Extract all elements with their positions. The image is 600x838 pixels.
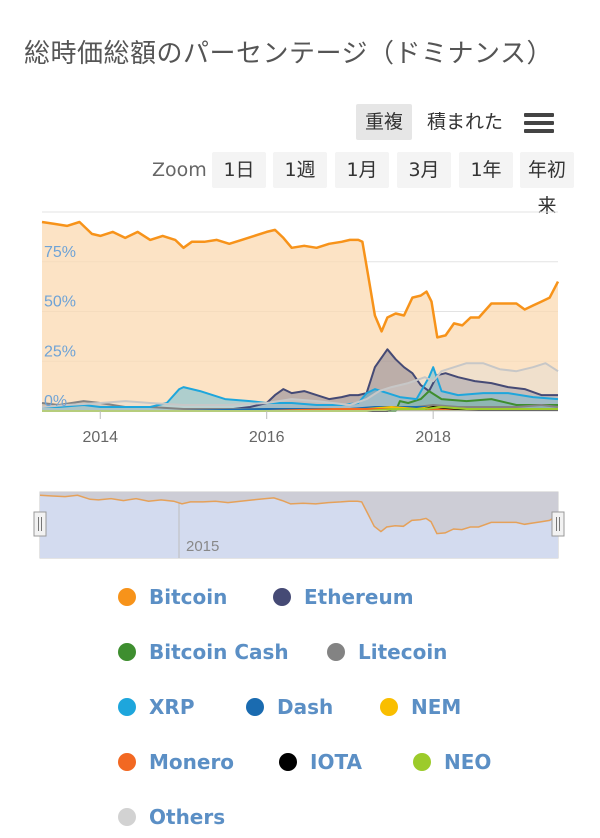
legend-label: IOTA — [310, 750, 363, 774]
legend-marker-iota — [279, 753, 297, 771]
legend-item-dash[interactable]: Dash — [246, 692, 333, 722]
y-tick-label: 75% — [44, 244, 76, 261]
zoom-1m-button[interactable]: 1月 — [335, 152, 389, 188]
legend-item-xrp[interactable]: XRP — [118, 692, 194, 722]
y-tick-label: 0% — [44, 393, 67, 410]
legend-label: XRP — [149, 695, 195, 719]
x-tick-label: 2018 — [415, 429, 451, 446]
legend-marker-litecoin — [327, 643, 345, 661]
legend-item-litecoin[interactable]: Litecoin — [327, 637, 447, 667]
x-tick-label: 2016 — [249, 429, 285, 446]
legend-label: Bitcoin — [149, 585, 228, 609]
series-area-others — [42, 363, 558, 411]
zoom-1d-button[interactable]: 1日 — [212, 152, 266, 188]
legend-item-monero[interactable]: Monero — [118, 747, 234, 777]
legend-marker-ethereum — [273, 588, 291, 606]
legend-item-iota[interactable]: IOTA — [279, 747, 362, 777]
legend-label: Dash — [277, 695, 334, 719]
legend-marker-bitcoin — [118, 588, 136, 606]
legend-marker-nem — [380, 698, 398, 716]
navigator-right-handle[interactable] — [551, 511, 565, 537]
legend-label: NEO — [444, 750, 492, 774]
overlap-button[interactable]: 重複 — [356, 104, 412, 140]
legend-item-bitcoin[interactable]: Bitcoin — [118, 582, 227, 612]
legend-marker-bitcoin-cash — [118, 643, 136, 661]
legend-marker-xrp — [118, 698, 136, 716]
stacked-button[interactable]: 積まれた — [426, 111, 503, 133]
legend-marker-others — [118, 808, 136, 826]
legend-label: Bitcoin Cash — [149, 640, 289, 664]
legend-label: Others — [149, 805, 226, 829]
legend-marker-neo — [413, 753, 431, 771]
legend-item-bitcoin-cash[interactable]: Bitcoin Cash — [118, 637, 289, 667]
x-tick-label: 2014 — [82, 429, 118, 446]
navigator-year-label: 2015 — [186, 538, 219, 555]
legend-label: Monero — [149, 750, 235, 774]
y-tick-label: 50% — [44, 294, 76, 311]
series-line-ethereum[interactable] — [42, 348, 558, 412]
series-area-ethereum — [42, 349, 558, 411]
navigator-series-line — [39, 494, 559, 535]
zoom-1w-button[interactable]: 1週 — [273, 152, 327, 188]
hamburger-menu-icon[interactable] — [522, 108, 556, 138]
legend-item-others[interactable]: Others — [118, 802, 225, 832]
zoom-label: Zoom — [152, 159, 207, 181]
legend-marker-dash — [246, 698, 264, 716]
page-title: 総時価総額のパーセンテージ（ドミナンス） — [24, 39, 553, 69]
series-line-bitcoin[interactable] — [41, 220, 560, 339]
navigator-series-area — [40, 492, 558, 534]
series-area-bitcoin — [42, 222, 558, 411]
legend-label: Litecoin — [358, 640, 448, 664]
legend-label: Ethereum — [304, 585, 414, 609]
zoom-3m-button[interactable]: 3月 — [397, 152, 451, 188]
zoom-1y-button[interactable]: 1年 — [459, 152, 513, 188]
series-line-bitcoin-cash[interactable] — [42, 390, 558, 412]
series-line-others[interactable] — [41, 362, 559, 408]
legend-item-neo[interactable]: NEO — [413, 747, 491, 777]
navigator-left-handle[interactable] — [33, 511, 47, 537]
legend-label: NEM — [411, 695, 462, 719]
legend-item-ethereum[interactable]: Ethereum — [273, 582, 414, 612]
legend-item-nem[interactable]: NEM — [380, 692, 461, 722]
series-line-xrp[interactable] — [42, 366, 559, 408]
legend-marker-monero — [118, 753, 136, 771]
y-tick-label: 25% — [44, 343, 76, 360]
